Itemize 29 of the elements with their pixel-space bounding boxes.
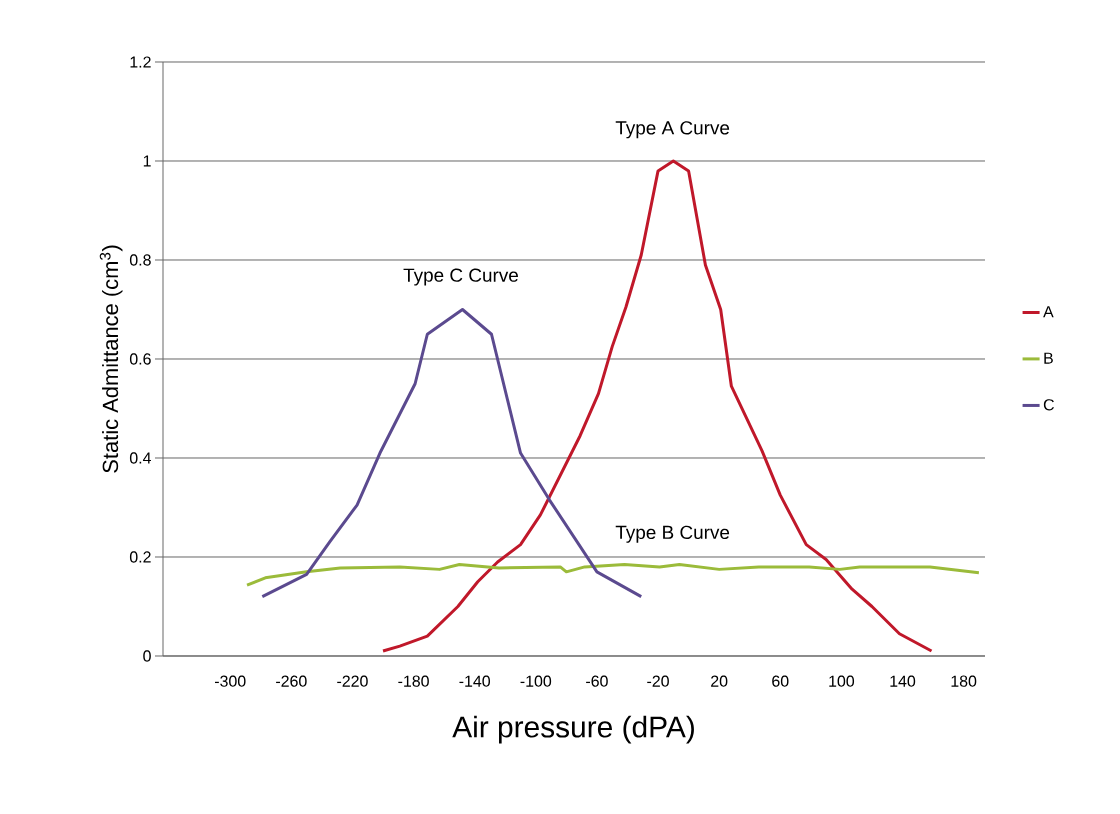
x-tick-label: -300 [214,675,246,687]
x-tick-label: -260 [276,675,307,687]
x-tick-label: 20 [711,675,728,687]
y-axis-title: Static Admittance (cm$^{3}$) [99,245,123,473]
x-tick-label: -20 [647,675,669,687]
annotation: Type A Curve [615,121,730,139]
y-tick-label: 0.4 [129,452,151,464]
x-tick-label: 60 [772,675,789,687]
y-tick-label: 1 [143,155,151,167]
x-tick-label: -220 [337,675,368,687]
x-tick-label: -140 [459,675,491,687]
x-tick-label: 100 [829,675,855,687]
x-tick-label: 140 [890,675,916,687]
x-tick-label: 180 [951,675,977,687]
legend-label: A [1043,306,1054,318]
y-tick-label: 0.2 [129,551,151,563]
line-series [245,562,981,587]
x-axis-title: Air pressure (dPA) [452,715,694,744]
legend-label: B [1044,352,1053,364]
legend-label: C [1043,399,1054,411]
y-tick-label: 0.8 [129,254,151,266]
y-tick-label: 0 [143,650,151,662]
x-tick-label: -180 [398,675,429,687]
x-tick-label: -100 [520,675,552,687]
annotation: Type C Curve [403,268,518,286]
x-tick-label: -60 [586,675,608,687]
annotation: Type B Curve [615,525,730,543]
y-tick-label: 0.6 [129,353,151,365]
y-tick-label: 1.2 [130,56,151,68]
